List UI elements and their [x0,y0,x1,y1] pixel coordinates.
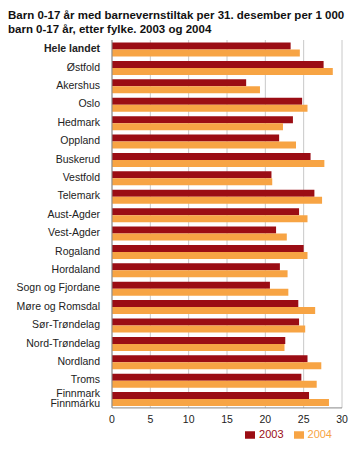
svg-text:FinnmarkFinnmárku: FinnmarkFinnmárku [50,386,100,408]
html-text:2003: 2003 [259,427,284,440]
svg-text:Hordaland: Hordaland [52,263,101,275]
svg-text:Østfold: Østfold [67,60,100,72]
svg-text:Oppland: Oppland [60,134,100,146]
svg-text:30: 30 [336,413,348,425]
svg-text:25: 25 [298,413,310,425]
svg-text:Akershus: Akershus [56,79,100,91]
html-text:Barn 0-17 år med barnevernstil: Barn 0-17 år med barnevernstiltak per 31… [8,9,345,35]
svg-text:Nord-Trøndelag: Nord-Trøndelag [26,336,100,348]
svg-text:Buskerud: Buskerud [56,152,101,164]
html-text:2004: 2004 [307,427,332,440]
svg-text:Hele landet: Hele landet [44,42,101,54]
svg-text:Nordland: Nordland [57,355,100,367]
svg-text:Rogaland: Rogaland [55,244,100,256]
svg-text:Sogn og Fjordane: Sogn og Fjordane [17,281,101,293]
svg-text:Telemark: Telemark [57,189,100,201]
svg-text:10: 10 [183,413,195,425]
svg-text:Hedmark: Hedmark [57,116,100,128]
svg-text:Møre og Romsdal: Møre og Romsdal [17,300,100,312]
svg-text:20: 20 [259,413,271,425]
svg-text:0: 0 [109,413,115,425]
svg-text:5: 5 [147,413,153,425]
svg-text:Aust-Agder: Aust-Agder [47,208,100,220]
svg-text:15: 15 [221,413,233,425]
svg-text:Troms: Troms [71,373,100,385]
svg-text:Vest-Agder: Vest-Agder [48,226,100,238]
svg-text:Oslo: Oslo [78,97,100,109]
svg-text:Sør-Trøndelag: Sør-Trøndelag [32,318,100,330]
svg-text:Vestfold: Vestfold [63,171,101,183]
